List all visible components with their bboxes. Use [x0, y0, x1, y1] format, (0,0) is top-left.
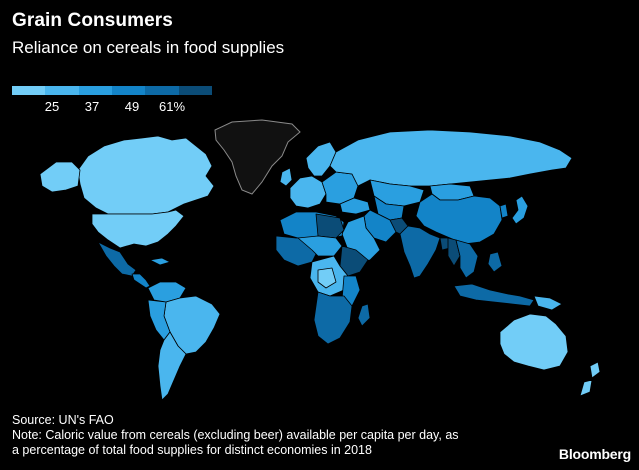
methodology-note-line2: a percentage of total food supplies for …: [12, 443, 372, 457]
legend-swatch-2: [78, 86, 112, 95]
region-new-zealand-south: [579, 379, 593, 397]
region-egypt-libya: [315, 213, 345, 239]
legend-ticks: 25 37 49 61%: [12, 99, 212, 115]
region-korea: [499, 203, 509, 219]
methodology-note-line1: Note: Caloric value from cereals (exclud…: [12, 428, 459, 442]
region-western-europe: [289, 175, 327, 209]
region-mexico: [97, 241, 137, 277]
region-japan: [511, 195, 529, 225]
region-usa: [91, 209, 185, 249]
legend-swatch-0: [12, 86, 46, 95]
region-china: [415, 193, 503, 245]
region-congo: [317, 267, 337, 289]
color-legend: 25 37 49 61%: [12, 86, 212, 116]
legend-tick-1: 37: [84, 99, 100, 114]
chart-subtitle: Reliance on cereals in food supplies: [12, 38, 285, 57]
region-madagascar: [357, 303, 371, 327]
world-choropleth-map: [39, 119, 601, 401]
region-sahel: [297, 235, 343, 257]
legend-swatch-5: [178, 86, 212, 95]
region-southern-cone: [157, 331, 187, 401]
legend-tick-0: 25: [44, 99, 60, 114]
legend-color-bar: [12, 86, 212, 95]
region-northern-south-america: [147, 281, 187, 303]
region-new-zealand: [589, 361, 601, 379]
region-indonesia: [453, 283, 535, 307]
region-southern-africa: [313, 291, 353, 345]
legend-swatch-1: [45, 86, 79, 95]
region-india: [399, 225, 441, 279]
region-central-america: [131, 273, 151, 289]
region-uk: [279, 167, 293, 187]
legend-swatch-3: [111, 86, 146, 95]
region-russia: [329, 129, 573, 187]
region-scandinavia: [305, 141, 337, 177]
region-australia: [499, 313, 569, 371]
region-canada: [77, 135, 215, 215]
legend-tick-3: 61%: [158, 99, 186, 114]
chart-footer: Source: UN's FAO Note: Caloric value fro…: [12, 413, 459, 458]
region-philippines: [487, 251, 503, 273]
chart-title: Grain Consumers: [12, 10, 173, 31]
source-note: Source: UN's FAO: [12, 413, 114, 427]
region-papua: [533, 295, 563, 311]
bloomberg-logo: Bloomberg: [558, 446, 631, 462]
legend-tick-2: 49: [124, 99, 140, 114]
region-indochina: [455, 239, 479, 279]
region-alaska: [39, 161, 81, 193]
region-caribbean: [149, 257, 171, 266]
legend-swatch-4: [145, 86, 179, 95]
greenland: [214, 119, 301, 195]
